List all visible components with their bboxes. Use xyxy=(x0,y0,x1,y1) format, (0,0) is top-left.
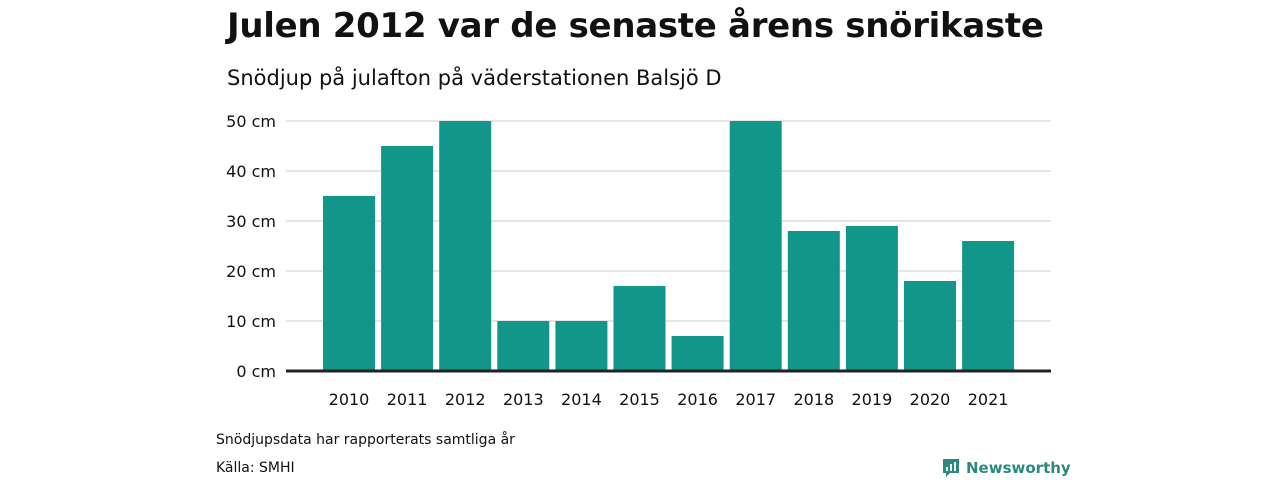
x-tick-label: 2012 xyxy=(445,390,486,409)
x-tick-label: 2017 xyxy=(735,390,776,409)
chart-subtitle: Snödjup på julafton på väderstationen Ba… xyxy=(227,66,722,90)
bar-2012 xyxy=(439,121,492,371)
y-tick-label: 50 cm xyxy=(226,112,276,131)
bars xyxy=(323,121,1015,371)
x-tick-label: 2010 xyxy=(329,390,370,409)
chart-title: Julen 2012 var de senaste årens snörikas… xyxy=(227,6,1044,46)
x-tick-label: 2016 xyxy=(677,390,718,409)
x-tick-label: 2013 xyxy=(503,390,544,409)
x-tick-label: 2019 xyxy=(852,390,893,409)
bar-2020 xyxy=(904,281,956,371)
bar-2016 xyxy=(671,336,724,371)
newsworthy-chart-icon xyxy=(943,459,959,477)
x-tick-label: 2015 xyxy=(619,390,660,409)
x-tick-label: 2021 xyxy=(968,390,1009,409)
bar-2019 xyxy=(845,226,898,371)
footnote: Snödjupsdata har rapporterats samtliga å… xyxy=(216,432,515,448)
bar-2011 xyxy=(381,146,434,371)
y-tick-label: 40 cm xyxy=(226,162,276,181)
brand-logo[interactable]: Newsworthy xyxy=(942,458,1071,478)
y-tick-label: 30 cm xyxy=(226,212,276,231)
x-tick-label: 2020 xyxy=(910,390,951,409)
bar-2013 xyxy=(497,321,550,371)
x-tick-label: 2014 xyxy=(561,390,602,409)
bar-2018 xyxy=(787,231,840,371)
x-tick-label: 2011 xyxy=(387,390,428,409)
y-tick-label: 20 cm xyxy=(226,262,276,281)
x-axis-ticks: 2010 2011 2012 2013 2014 2015 2016 2017 2018 2019… xyxy=(329,390,1009,409)
x-tick-label: 2018 xyxy=(793,390,834,409)
bar-2021 xyxy=(962,241,1015,371)
y-axis-ticks: 0 cm 10 cm 20 cm 30 cm 40 cm 50 cm xyxy=(226,112,276,381)
bar-2017 xyxy=(729,121,782,371)
bar-2010 xyxy=(323,196,375,371)
bar-2014 xyxy=(555,321,608,371)
y-tick-label: 0 cm xyxy=(236,362,276,381)
source-note: Källa: SMHI xyxy=(216,460,295,476)
y-tick-label: 10 cm xyxy=(226,312,276,331)
bar-2015 xyxy=(613,286,666,371)
brand-name: Newsworthy xyxy=(966,459,1071,477)
